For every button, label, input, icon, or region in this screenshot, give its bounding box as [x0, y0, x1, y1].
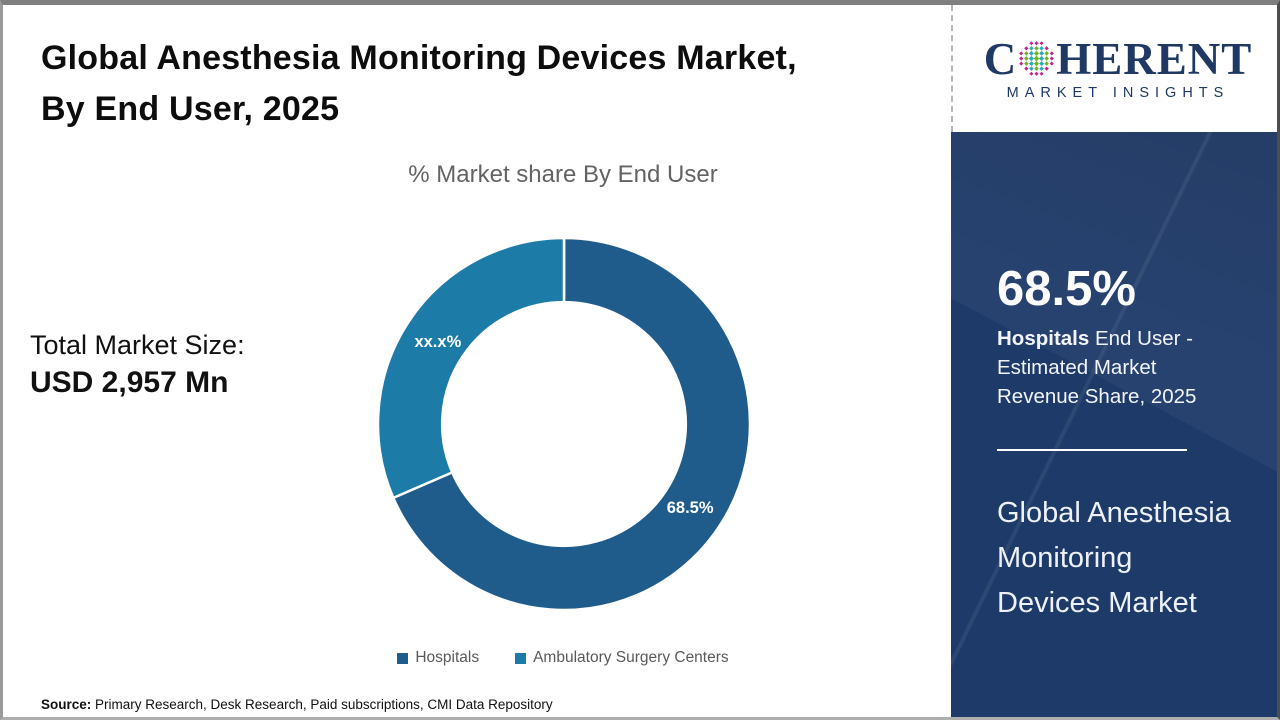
total-market-size: Total Market Size: USD 2,957 Mn [30, 327, 245, 403]
legend-swatch-ambulatory [515, 652, 527, 664]
legend-item-hospitals: Hospitals [397, 649, 479, 667]
page-title-line1: Global Anesthesia Monitoring Devices Mar… [41, 39, 797, 77]
logo-word-end: HERENT [1056, 33, 1253, 84]
donut-chart-container: 68.5% xx.x% [376, 236, 752, 612]
brand-logo-area: C HERENT MARKET INSIGHTS [951, 5, 1277, 132]
market-size-label: Total Market Size: [30, 330, 245, 360]
stat-description: Hospitals End User - Estimated Market Re… [997, 324, 1215, 411]
panel-market-title: Global Anesthesia Monitoring Devices Mar… [997, 497, 1231, 620]
stat-description-rest: End User - Estimated Market Revenue Shar… [997, 327, 1197, 409]
legend-item-ambulatory: Ambulatory Surgery Centers [515, 649, 729, 667]
donut-slice [376, 236, 566, 500]
page-title-line2: By End User, 2025 [41, 90, 340, 128]
chart-title: % Market share By End User [408, 161, 718, 188]
globe-icon [1019, 40, 1055, 76]
chart-legend: Hospitals Ambulatory Surgery Centers [193, 649, 933, 667]
legend-label-hospitals: Hospitals [415, 649, 480, 666]
legend-label-ambulatory: Ambulatory Surgery Centers [533, 649, 729, 666]
stat-description-bold: Hospitals [997, 327, 1090, 351]
right-column: C HERENT MARKET INSIGHTS 68.5% Hospitals… [951, 5, 1277, 717]
main-content-area: Global Anesthesia Monitoring Devices Mar… [3, 5, 951, 717]
legend-swatch-hospitals [397, 652, 409, 664]
slice-data-label: xx.x% [414, 333, 461, 351]
donut-slice [391, 236, 752, 612]
brand-logo: C HERENT [983, 33, 1253, 84]
highlight-panel-content: 68.5% Hospitals End User - Estimated Mar… [951, 132, 1277, 626]
market-size-value: USD 2,957 Mn [30, 366, 229, 399]
source-line: Source: Primary Research, Desk Research,… [41, 697, 553, 712]
panel-divider [997, 449, 1187, 452]
source-label: Source: [41, 697, 92, 712]
source-text: Primary Research, Desk Research, Paid su… [91, 697, 553, 712]
logo-tagline: MARKET INSIGHTS [1006, 84, 1230, 101]
slice-data-label: 68.5% [667, 499, 714, 517]
donut-chart: 68.5% xx.x% [376, 236, 752, 612]
logo-word-start: C [983, 33, 1018, 84]
stat-value: 68.5% [997, 262, 1136, 316]
highlight-panel: 68.5% Hospitals End User - Estimated Mar… [951, 132, 1277, 717]
page-title: Global Anesthesia Monitoring Devices Mar… [41, 33, 921, 135]
